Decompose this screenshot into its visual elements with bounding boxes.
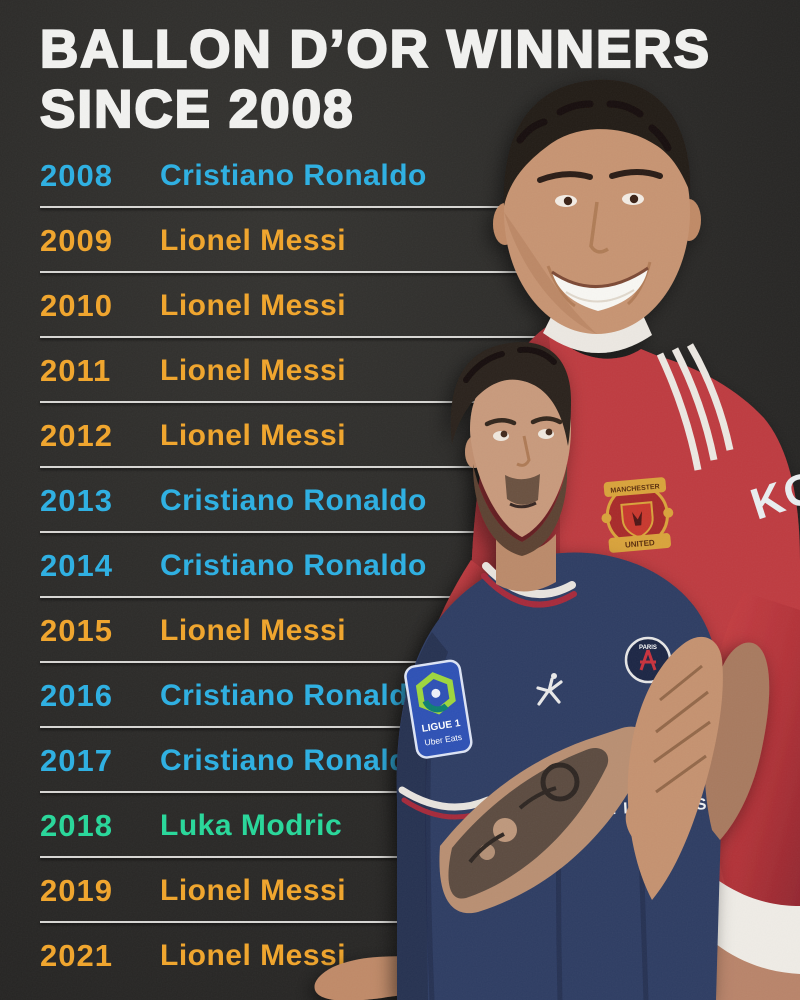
winner-name: Cristiano Ronaldo bbox=[160, 483, 427, 517]
page-title: BALLON D’OR WINNERS SINCE 2008 bbox=[39, 19, 712, 140]
winner-name: Cristiano Ronaldo bbox=[160, 678, 427, 712]
winner-name: Lionel Messi bbox=[160, 223, 347, 257]
psg-crest: PARIS bbox=[624, 636, 672, 684]
chest-sponsor-text: LIVE LIMITLESS bbox=[575, 795, 720, 820]
winner-name: Lionel Messi bbox=[160, 418, 347, 452]
man-united-crest: MANCHESTER UNITED bbox=[601, 477, 674, 553]
winner-name: Cristiano Ronaldo bbox=[160, 158, 427, 192]
svg-text:PARIS: PARIS bbox=[639, 645, 657, 651]
table-row: 2013 Cristiano Ronaldo bbox=[40, 468, 580, 533]
winner-name: Luka Modric bbox=[160, 808, 343, 842]
table-row: 2019 Lionel Messi bbox=[40, 858, 580, 923]
all-sponsor-icon bbox=[594, 748, 626, 780]
winner-name: Lionel Messi bbox=[160, 353, 347, 387]
winner-name: Lionel Messi bbox=[160, 613, 347, 647]
winner-year: 2019 bbox=[40, 872, 113, 908]
winner-year: 2021 bbox=[40, 937, 113, 973]
winner-name: Lionel Messi bbox=[160, 938, 347, 972]
winner-year: 2009 bbox=[40, 222, 113, 258]
messi-hands bbox=[625, 636, 770, 900]
adidas-stripes bbox=[656, 343, 734, 471]
winner-name: Lionel Messi bbox=[160, 288, 347, 322]
winner-year: 2017 bbox=[40, 742, 113, 778]
winner-name: Lionel Messi bbox=[160, 873, 347, 907]
title-line-2: SINCE 2008 bbox=[39, 79, 355, 140]
table-row: 2009 Lionel Messi bbox=[40, 208, 580, 273]
table-row: 2021 Lionel Messi bbox=[40, 923, 580, 988]
winner-name: Cristiano Ronaldo bbox=[160, 743, 427, 777]
svg-text:MANCHESTER: MANCHESTER bbox=[610, 483, 660, 494]
winner-year: 2012 bbox=[40, 417, 113, 453]
svg-text:UNITED: UNITED bbox=[625, 538, 656, 550]
ronaldo-right-arm bbox=[709, 592, 800, 942]
winner-year: 2013 bbox=[40, 482, 113, 518]
table-row: 2016 Cristiano Ronaldo bbox=[40, 663, 580, 728]
winner-year: 2011 bbox=[40, 352, 112, 388]
winner-name: Cristiano Ronaldo bbox=[160, 548, 427, 582]
winner-year: 2015 bbox=[40, 612, 113, 648]
winner-year: 2010 bbox=[40, 287, 113, 323]
table-row: 2010 Lionel Messi bbox=[40, 273, 580, 338]
table-row: 2008 Cristiano Ronaldo bbox=[40, 143, 580, 208]
table-row: 2015 Lionel Messi bbox=[40, 598, 580, 663]
table-row: 2014 Cristiano Ronaldo bbox=[40, 533, 580, 598]
winner-year: 2014 bbox=[40, 547, 113, 583]
table-row: 2018 Luka Modric bbox=[40, 793, 580, 858]
title-line-1: BALLON D’OR WINNERS bbox=[39, 19, 712, 80]
table-row: 2012 Lionel Messi bbox=[40, 403, 580, 468]
winner-year: 2016 bbox=[40, 677, 113, 713]
ronaldo-sponsor-text: KO bbox=[745, 461, 800, 529]
winners-table: 2008 Cristiano Ronaldo 2009 Lionel Messi 2… bbox=[40, 143, 580, 988]
table-row: 2011 Lionel Messi bbox=[40, 338, 580, 403]
winner-year: 2008 bbox=[40, 157, 113, 193]
table-row: 2017 Cristiano Ronaldo bbox=[40, 728, 580, 793]
winner-year: 2018 bbox=[40, 807, 113, 843]
